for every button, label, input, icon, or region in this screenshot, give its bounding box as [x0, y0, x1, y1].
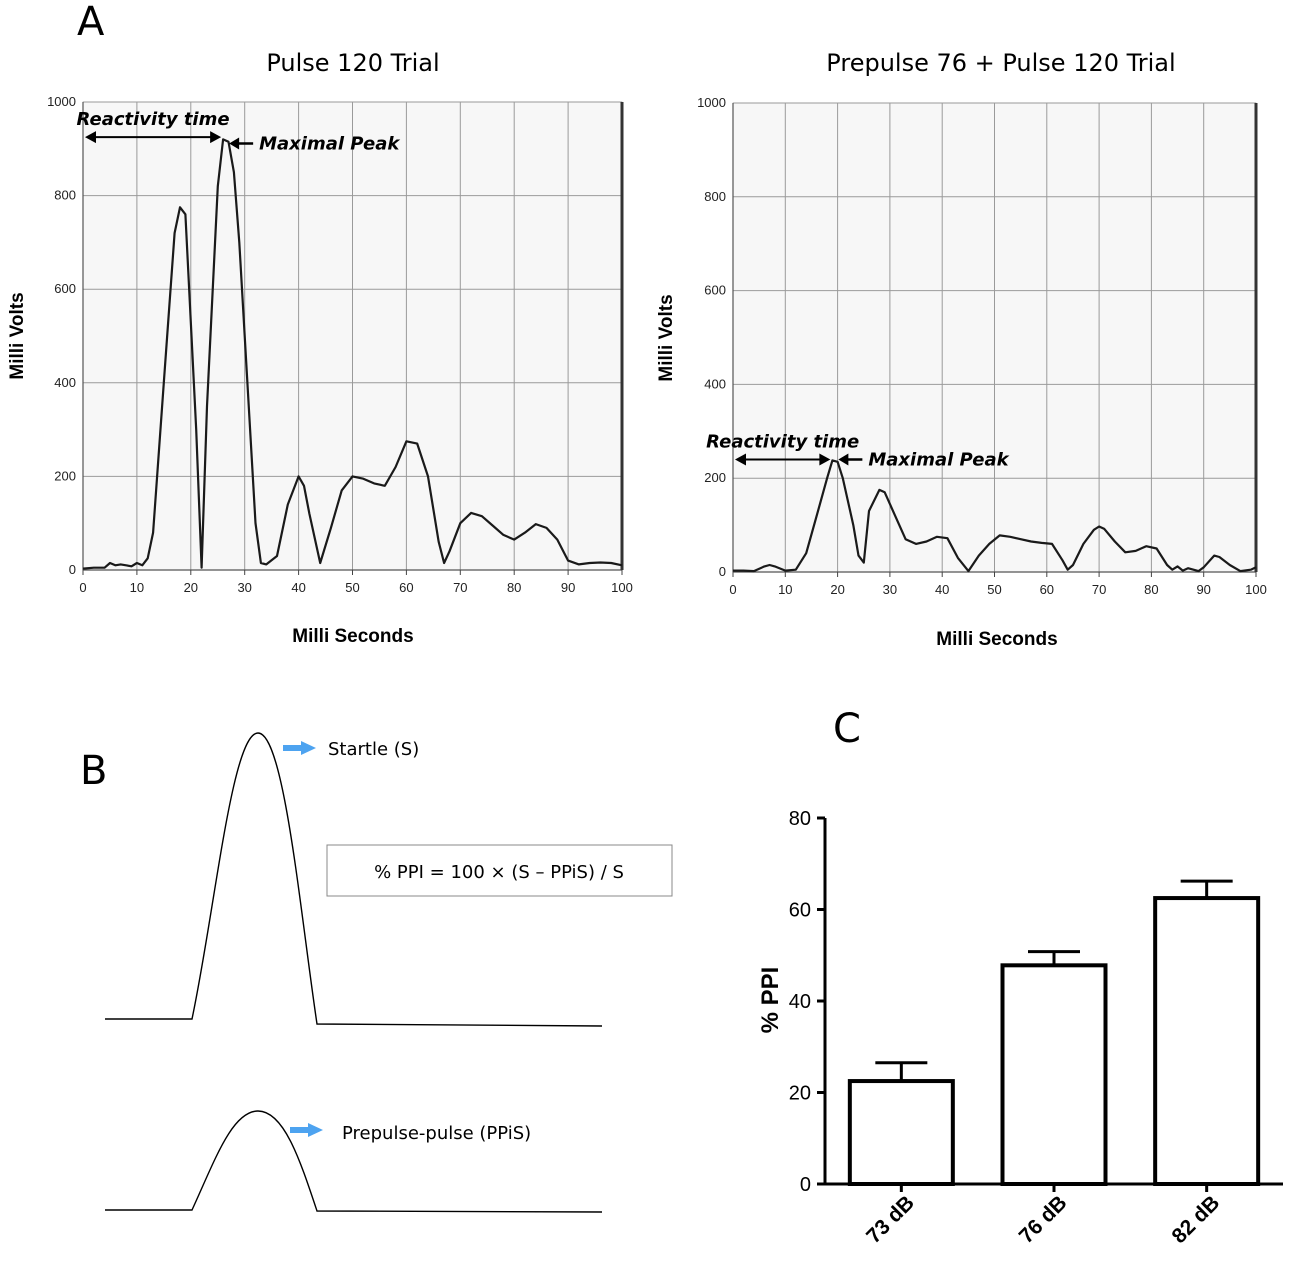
ppi-schematic: Startle (S) % PPI = 100 × (S – PPiS) / S…: [105, 732, 673, 1213]
prepulse-xtick-label: 100: [1245, 582, 1267, 597]
pulse-chart-ylabel: Milli Volts: [7, 292, 28, 379]
panel-c-letter: C: [833, 706, 861, 752]
pulse-xtick-label: 100: [611, 580, 633, 595]
pulse-ytick-label: 1000: [47, 94, 76, 109]
prepulse-xtick-label: 90: [1196, 582, 1210, 597]
pulse-ytick-label: 600: [54, 281, 76, 296]
panel-b-letter: B: [80, 748, 107, 794]
pulse-reactivity-label: Reactivity time: [77, 109, 230, 130]
prepulse-arrowhead-right-icon: [819, 453, 831, 466]
pulse-xtick-label: 60: [399, 580, 413, 595]
pulse-peak-label: Maximal Peak: [259, 133, 400, 154]
ppi-ytick-label: 0: [800, 1174, 811, 1196]
prepulse-peak-label: Maximal Peak: [868, 449, 1009, 470]
pulse-xtick-label: 30: [237, 580, 251, 595]
prepulse-xtick-label: 50: [987, 582, 1001, 597]
formula-box: [326, 844, 673, 897]
prepulse-ytick-label: 800: [704, 189, 726, 204]
ppi-category-label: 73 dB: [862, 1191, 919, 1248]
pulse-chart-title: Pulse 120 Trial: [266, 49, 439, 77]
prepulse-peak-arrowhead-icon: [838, 453, 849, 466]
pulse-ytick-label: 200: [54, 468, 76, 483]
prepulse-reactivity-label: Reactivity time: [706, 431, 859, 452]
ppi-ytick-label: 80: [789, 808, 811, 830]
pulse-xtick-label: 50: [345, 580, 359, 595]
ppi-category-label: 76 dB: [1015, 1191, 1072, 1248]
ppi-bar: [1153, 896, 1261, 1186]
prepulse-series-line: [733, 459, 1257, 573]
prepulse-xtick-label: 40: [935, 582, 949, 597]
pulse-peak-arrowhead-icon: [229, 137, 240, 150]
formula-text: % PPI = 100 × (S – PPiS) / S: [374, 862, 624, 883]
ppi-bar-chart-ylabel: % PPI: [757, 967, 784, 1034]
prepulse-xtick-label: 70: [1092, 582, 1106, 597]
ppi-ytick-label: 40: [789, 991, 811, 1013]
pulse-ytick-label: 0: [69, 562, 76, 577]
pulse-series-line: [82, 138, 623, 570]
pulse-xtick-label: 80: [507, 580, 521, 595]
panel-a-letter: A: [77, 0, 105, 45]
pulse-xtick-label: 20: [184, 580, 198, 595]
ppi-category-label: 82 dB: [1168, 1191, 1225, 1248]
prepulse-xtick-label: 10: [778, 582, 792, 597]
pulse-xtick-label: 0: [79, 580, 86, 595]
prepulse-ytick-label: 400: [704, 376, 726, 391]
prepulse-ytick-label: 0: [719, 564, 726, 579]
ppi-bar-chart: 0 20 40 60 80 73 dB 76 dB 82 dB % PPI: [757, 808, 1283, 1248]
ppi-ytick-label: 60: [789, 900, 811, 922]
pulse-xtick-label: 10: [130, 580, 144, 595]
pulse-xtick-label: 90: [561, 580, 575, 595]
ppis-arrow-icon: [290, 1123, 323, 1137]
pulse-arrowhead-left-icon: [85, 131, 96, 144]
pulse-ytick-label: 800: [54, 188, 76, 203]
prepulse-ytick-label: 1000: [697, 95, 726, 110]
ppis-waveform: [105, 1110, 603, 1213]
pulse-chart: Pulse 120 Trial 0 10 20 30 40 50 60 70 80 90 10002…: [7, 49, 633, 647]
prepulse-ytick-label: 600: [704, 283, 726, 298]
prepulse-xtick-label: 60: [1040, 582, 1054, 597]
pulse-ytick-label: 400: [54, 375, 76, 390]
prepulse-xtick-label: 80: [1144, 582, 1158, 597]
pulse-xtick-label: 70: [453, 580, 467, 595]
ppis-label: Prepulse-pulse (PPiS): [342, 1123, 531, 1144]
prepulse-xtick-label: 30: [883, 582, 897, 597]
prepulse-arrowhead-left-icon: [735, 453, 746, 466]
ppi-bar: [847, 1079, 955, 1186]
prepulse-chart: Prepulse 76 + Pulse 120 Trial 0 10 20 30 40 5…: [656, 49, 1267, 650]
pulse-arrowhead-right-icon: [210, 131, 222, 144]
prepulse-ytick-label: 200: [704, 470, 726, 485]
prepulse-chart-xlabel: Milli Seconds: [936, 629, 1057, 650]
pulse-chart-xlabel: Milli Seconds: [292, 626, 413, 647]
prepulse-xtick-label: 0: [729, 582, 736, 597]
startle-arrow-icon: [283, 741, 316, 755]
prepulse-xtick-label: 20: [830, 582, 844, 597]
prepulse-chart-title: Prepulse 76 + Pulse 120 Trial: [826, 49, 1175, 77]
ppi-bar: [1000, 963, 1108, 1186]
startle-label: Startle (S): [328, 739, 419, 760]
startle-waveform: [105, 732, 603, 1027]
ppi-ytick-label: 20: [789, 1083, 811, 1105]
pulse-xtick-label: 40: [291, 580, 305, 595]
prepulse-chart-ylabel: Milli Volts: [656, 294, 677, 381]
